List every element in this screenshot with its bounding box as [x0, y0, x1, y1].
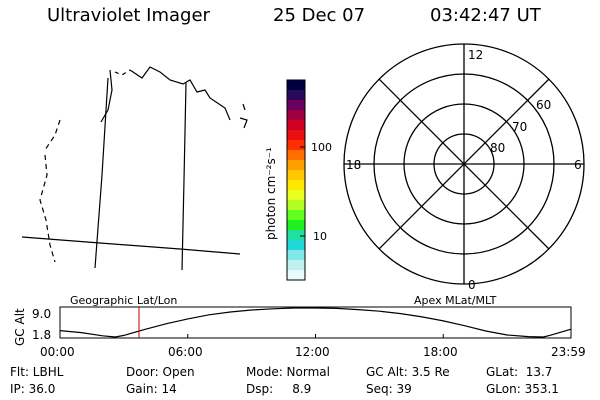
coastline	[100, 69, 113, 123]
coastline	[242, 103, 246, 111]
status-dsp: Dsp: 8.9	[246, 382, 312, 396]
colorbar-segment	[287, 240, 305, 251]
instrument-title: Ultraviolet Imager	[47, 5, 210, 26]
coastline	[44, 119, 61, 151]
panel-right-label: Apex MLat/MLT	[414, 294, 497, 307]
colorbar-segment	[287, 250, 305, 261]
status-ip: IP: 36.0	[10, 382, 56, 396]
colorbar-segment	[287, 150, 305, 161]
lat-label-70: 70	[512, 120, 527, 134]
colorbar-segment	[287, 160, 305, 171]
colorbar-segment	[287, 90, 305, 101]
status-glat: GLat: 13.7	[486, 365, 553, 379]
status-glon: GLon: 353.1	[486, 382, 559, 396]
colorbar-segment	[287, 130, 305, 141]
meridian-line	[181, 82, 187, 271]
colorbar-segment	[287, 210, 305, 221]
altitude-plot-frame	[59, 306, 572, 339]
yaxis-label: GC Alt	[13, 308, 27, 346]
panel-left-label: Geographic Lat/Lon	[70, 294, 177, 307]
status-mode: Mode: Normal	[246, 365, 330, 379]
yaxis-tick-top: 9.0	[32, 307, 51, 321]
status-flt: Flt: LBHL	[10, 365, 64, 379]
xtick-label-1200: 12:00	[295, 345, 330, 359]
lat-label-80: 80	[490, 141, 505, 155]
xtick-label-1800: 18:00	[423, 345, 458, 359]
mlt-label-18: 18	[346, 158, 361, 172]
colorbar-segment	[287, 110, 305, 121]
colorbar-segment	[287, 180, 305, 191]
xtick-label-2359: 23:59	[551, 345, 586, 359]
colorbar-segment	[287, 270, 305, 281]
altitude-plot	[59, 307, 571, 338]
lat-label-60: 60	[536, 98, 551, 112]
colorbar-tick-100: 100	[311, 141, 332, 154]
colorbar-segment	[287, 170, 305, 181]
meridian-line	[94, 77, 109, 269]
colorbar-segment	[287, 100, 305, 111]
coastline	[39, 154, 56, 263]
colorbar-segment	[287, 190, 305, 201]
yaxis-tick-bottom: 1.8	[32, 328, 51, 342]
status-gcalt: GC Alt: 3.5 Re	[366, 365, 450, 379]
parallel-line	[21, 236, 241, 255]
status-door: Door: Open	[126, 365, 195, 379]
colorbar-segment	[287, 120, 305, 131]
colorbar-segment	[287, 220, 305, 231]
coastline	[114, 69, 131, 76]
colorbar-segment	[287, 200, 305, 211]
mlt-label-12: 12	[468, 48, 483, 62]
polar-grid	[343, 43, 585, 285]
xtick-label-0600: 06:00	[168, 345, 203, 359]
time-label: 03:42:47 UT	[430, 5, 541, 26]
mlt-label-6: 6	[574, 158, 582, 172]
colorbar-tick-10: 10	[313, 230, 327, 243]
date-label: 25 Dec 07	[273, 5, 366, 26]
colorbar-label: photon cm⁻²s⁻¹	[264, 147, 278, 240]
xtick-label-0000: 00:00	[40, 345, 75, 359]
coastline	[129, 66, 231, 121]
colorbar-segment	[287, 140, 305, 151]
colorbar-segment	[287, 230, 305, 241]
coastline	[239, 117, 248, 129]
status-gain: Gain: 14	[126, 382, 177, 396]
altitude-series-line	[59, 307, 571, 338]
colorbar-segment	[287, 260, 305, 271]
color-scale-bar	[287, 80, 305, 281]
colorbar-segment	[287, 80, 305, 91]
status-seq: Seq: 39	[366, 382, 412, 396]
mlt-label-0: 0	[468, 278, 476, 292]
